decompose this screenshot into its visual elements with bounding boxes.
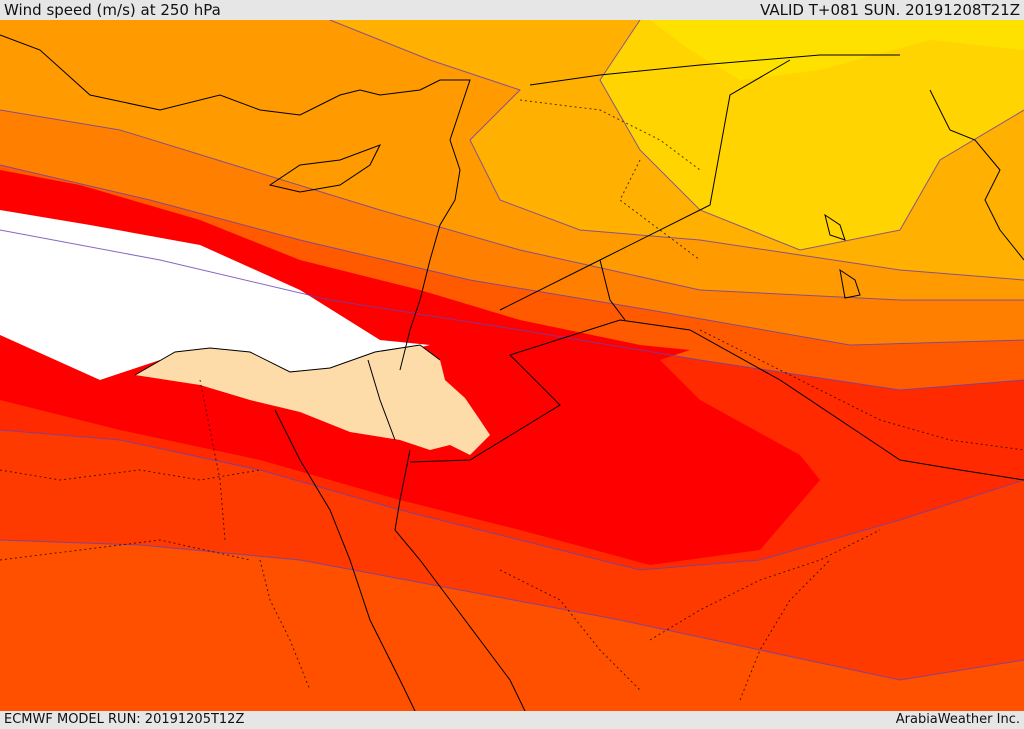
map-title: Wind speed (m/s) at 250 hPa — [4, 1, 221, 19]
band-lowest — [600, 20, 1024, 250]
dotted-boundaries — [0, 99, 1024, 701]
band-south-low — [0, 540, 1024, 711]
band-max-speed — [0, 210, 430, 380]
credit: ArabiaWeather Inc. — [895, 712, 1020, 727]
wind-speed-map — [0, 20, 1024, 711]
coastline-egypt — [134, 344, 441, 376]
cyprus — [268, 144, 382, 193]
lake-2 — [839, 268, 861, 299]
borders — [0, 34, 1024, 711]
gulf-islands — [929, 89, 1024, 261]
border-line-3 — [409, 354, 561, 463]
border-line-4 — [599, 259, 626, 321]
band-lower — [330, 20, 1024, 280]
band-mid — [0, 165, 1024, 390]
highlight-region — [135, 345, 490, 455]
border-line-5 — [529, 54, 900, 86]
coastline-north — [0, 34, 471, 371]
red-sea-west — [274, 409, 416, 711]
band-low — [0, 20, 1024, 300]
red-sea-east — [394, 449, 526, 711]
header-bar: Wind speed (m/s) at 250 hPa VALID T+081 … — [0, 0, 1024, 20]
band-yellow-core — [650, 20, 1024, 80]
border-line-6 — [367, 359, 396, 441]
footer-bar: ECMWF MODEL RUN: 20191205T12Z ArabiaWeat… — [0, 711, 1024, 729]
valid-time: VALID T+081 SUN. 20191208T21Z — [760, 1, 1020, 19]
border-line-2 — [509, 319, 1024, 481]
band-south-mid — [0, 430, 1024, 680]
border-line-1 — [499, 59, 791, 311]
isotach-lines — [0, 20, 1024, 681]
model-run: ECMWF MODEL RUN: 20191205T12Z — [4, 712, 245, 727]
lake — [824, 213, 846, 241]
band-mid-low — [0, 110, 1024, 345]
